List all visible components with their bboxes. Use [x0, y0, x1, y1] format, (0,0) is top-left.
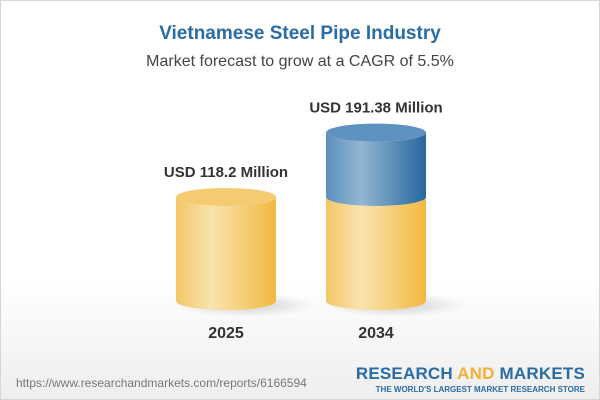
bar-top-2034 [326, 123, 426, 142]
bar-base-2034 [326, 196, 426, 310]
bar-top-2025 [176, 187, 276, 206]
category-label: 2034 [358, 325, 394, 342]
research-and-markets-logo: RESEARCH AND MARKETS THE WORLD'S LARGEST… [355, 364, 585, 394]
chart-subtitle: Market forecast to grow at a CAGR of 5.5… [146, 53, 454, 70]
data-label: USD 118.2 Million [164, 164, 288, 181]
category-label: 2025 [208, 325, 244, 342]
data-label: USD 191.38 Million [309, 100, 442, 117]
bar-growth-2034 [326, 132, 426, 206]
chart-title: Vietnamese Steel Pipe Industry [159, 23, 441, 44]
source-url[interactable]: https://www.researchandmarkets.com/repor… [16, 376, 307, 390]
cylinder-chart: USD 118.2 Million 2025 USD 191.38 Million 2… [164, 100, 466, 342]
bar-2025 [176, 196, 276, 310]
